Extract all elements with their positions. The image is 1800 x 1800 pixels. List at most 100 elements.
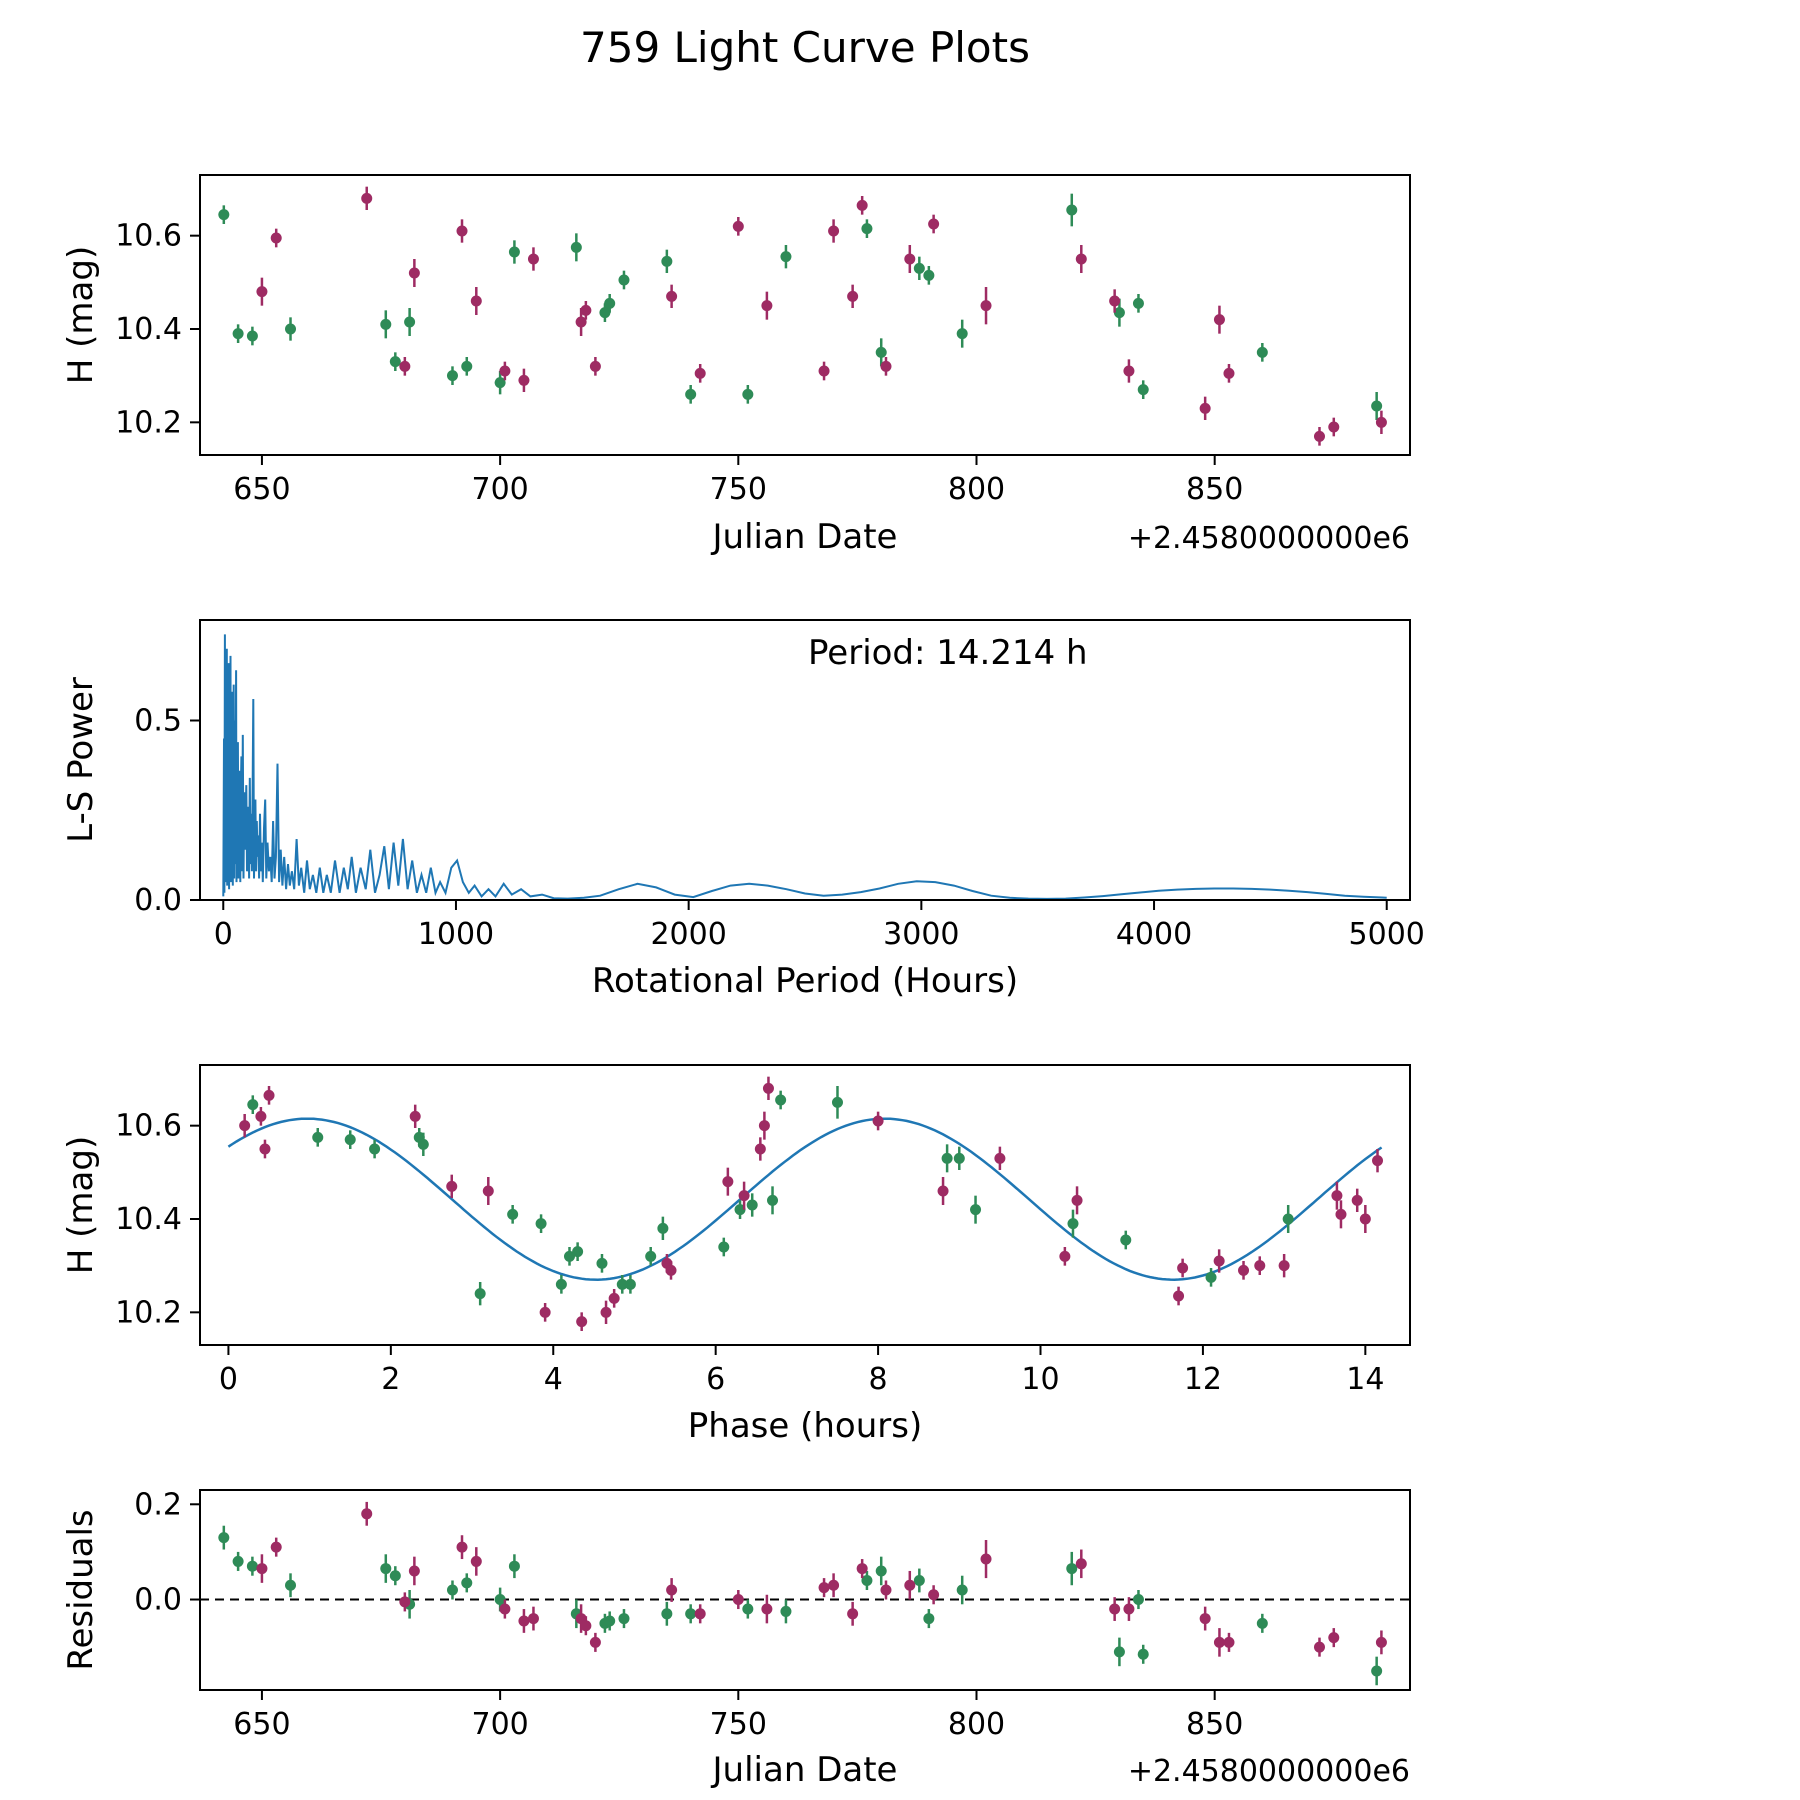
figure-title: 759 Light Curve Plots xyxy=(580,23,1030,72)
x-tick-label: 750 xyxy=(710,472,767,507)
data-point xyxy=(1066,204,1078,216)
y-tick-label: 10.6 xyxy=(115,1109,182,1144)
data-point xyxy=(746,1199,758,1211)
data-point xyxy=(596,1257,608,1269)
data-point xyxy=(904,1579,916,1591)
data-point xyxy=(527,253,539,265)
light-curve-ylabel: H (mag) xyxy=(61,246,101,384)
data-point xyxy=(685,1608,697,1620)
residuals-plot-area: 650 700 750 800 850 0.0 0.2 xyxy=(134,1487,1411,1742)
periodogram-ylabel: L-S Power xyxy=(61,677,101,843)
data-point xyxy=(1213,1636,1225,1648)
data-point xyxy=(780,251,792,263)
data-point xyxy=(742,388,754,400)
data-point xyxy=(259,1143,271,1155)
data-point xyxy=(761,1603,773,1615)
data-point xyxy=(246,1560,258,1572)
y-tick-label: 10.4 xyxy=(115,1202,182,1237)
data-point xyxy=(913,1574,925,1586)
data-point xyxy=(312,1131,324,1143)
data-point xyxy=(718,1241,730,1253)
residuals-plot: 650 700 750 800 850 0.0 0.2 Residuals Julian D… xyxy=(61,1487,1411,1790)
periodogram-xlabel: Rotational Period (Hours) xyxy=(592,961,1018,1001)
data-point xyxy=(956,328,968,340)
data-point xyxy=(404,316,416,328)
data-point xyxy=(580,304,592,316)
data-point xyxy=(399,360,411,372)
light-curve-xlabel: Julian Date xyxy=(711,517,898,557)
data-point xyxy=(762,1082,774,1094)
series-purple xyxy=(256,1501,1387,1657)
data-point xyxy=(218,209,230,221)
data-point xyxy=(928,1589,940,1601)
y-tick-label: 0.0 xyxy=(134,883,182,918)
data-point xyxy=(494,1594,506,1606)
data-point xyxy=(508,246,520,258)
data-point xyxy=(645,1250,657,1262)
data-point xyxy=(1256,1617,1268,1629)
y-tick-label: 0.2 xyxy=(134,1487,182,1522)
data-point xyxy=(470,295,482,307)
x-tick-label: 800 xyxy=(948,1707,1005,1742)
data-point xyxy=(775,1094,787,1106)
data-point xyxy=(1328,421,1340,433)
data-point xyxy=(1075,253,1087,265)
data-point xyxy=(535,1218,547,1230)
phase-xlabel: Phase (hours) xyxy=(688,1406,922,1446)
data-point xyxy=(956,1584,968,1596)
data-point xyxy=(1375,416,1387,428)
x-tick-label: 3000 xyxy=(883,917,959,952)
data-point xyxy=(661,255,673,267)
x-tick-label: 14 xyxy=(1346,1362,1384,1397)
data-point xyxy=(408,267,420,279)
data-point xyxy=(256,286,268,298)
data-point xyxy=(518,374,530,386)
data-point xyxy=(1199,402,1211,414)
data-point xyxy=(666,290,678,302)
axes-frame xyxy=(199,1489,1411,1691)
data-point xyxy=(399,1596,411,1608)
x-tick-label: 800 xyxy=(948,472,1005,507)
periodogram-plot-area: 0 1000 2000 3000 4000 5000 0.0 0.5 xyxy=(134,619,1425,952)
light-curve-x-offset-label: +2.4580000000e6 xyxy=(1128,521,1410,556)
x-tick-label: 700 xyxy=(471,1707,528,1742)
data-point xyxy=(1109,1603,1121,1615)
data-point xyxy=(604,297,616,309)
data-point xyxy=(1351,1194,1363,1206)
x-tick-label: 12 xyxy=(1184,1362,1222,1397)
x-tick-label: 5000 xyxy=(1349,917,1425,952)
period-annotation: Period: 14.214 h xyxy=(808,633,1088,673)
data-point xyxy=(1313,430,1325,442)
data-point xyxy=(618,1613,630,1625)
data-point xyxy=(539,1306,551,1318)
data-point xyxy=(470,1555,482,1567)
data-point xyxy=(344,1134,356,1146)
axes-frame xyxy=(199,174,1411,456)
x-tick-label: 1000 xyxy=(418,917,494,952)
data-point xyxy=(572,1246,584,1258)
data-point xyxy=(446,1584,458,1596)
data-point xyxy=(527,1613,539,1625)
data-point xyxy=(732,1594,744,1606)
data-point xyxy=(417,1138,429,1150)
light-curve-plot-area: 650 700 750 800 850 10.2 10.4 10.6 xyxy=(115,174,1411,507)
data-point xyxy=(1213,314,1225,326)
data-point xyxy=(255,1110,267,1122)
data-point xyxy=(446,370,458,382)
y-tick-label: 10.2 xyxy=(115,1295,182,1330)
data-point xyxy=(1335,1208,1347,1220)
x-tick-label: 0 xyxy=(214,917,233,952)
data-point xyxy=(913,262,925,274)
data-point xyxy=(1173,1290,1185,1302)
data-point xyxy=(1278,1260,1290,1272)
data-point xyxy=(1066,1563,1078,1575)
data-point xyxy=(555,1278,567,1290)
periodogram-line xyxy=(222,634,1387,900)
data-point xyxy=(474,1288,486,1300)
data-point xyxy=(1256,346,1268,358)
x-tick-label: 850 xyxy=(1186,472,1243,507)
data-point xyxy=(446,1180,458,1192)
data-point xyxy=(1132,1594,1144,1606)
data-point xyxy=(1132,297,1144,309)
data-point xyxy=(1109,295,1121,307)
